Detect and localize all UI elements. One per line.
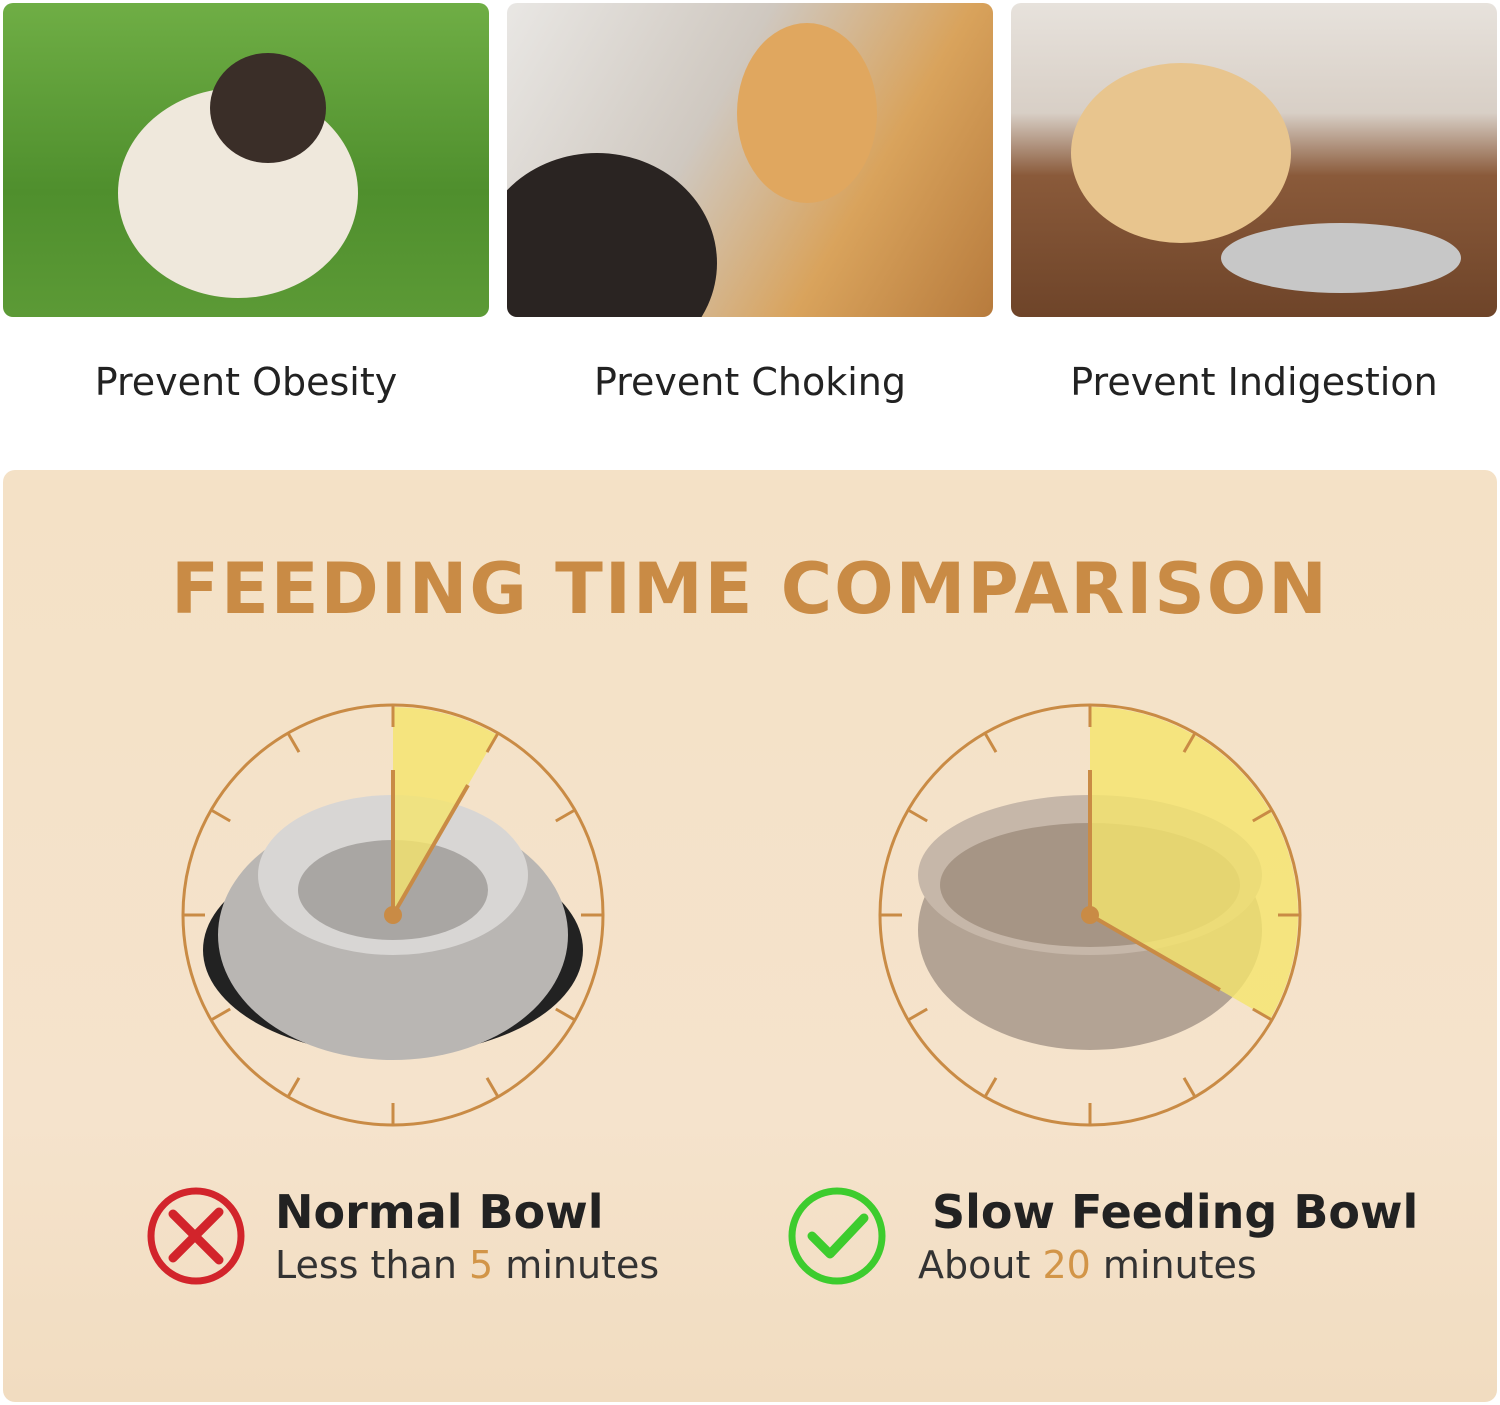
clock-tick <box>210 808 231 823</box>
slow-minutes: 20 <box>1042 1243 1091 1287</box>
clock-tick <box>286 1077 301 1098</box>
clock-tick <box>983 1077 998 1098</box>
clock-tick <box>1182 1077 1197 1098</box>
normal-prefix: Less than <box>275 1243 457 1287</box>
slow-bowl-name: Slow Feeding Bowl <box>932 1185 1419 1239</box>
dog-mouth-check-photo <box>507 3 993 317</box>
normal-minutes: 5 <box>469 1243 494 1287</box>
clock-pivot <box>384 906 402 924</box>
slow-bowl-clock <box>878 703 1302 1127</box>
clock-tick <box>907 1007 928 1022</box>
normal-bowl-name: Normal Bowl <box>275 1185 604 1239</box>
clock-hand-end <box>1088 913 1221 992</box>
clock-tick <box>983 732 998 753</box>
benefit-choking: Prevent Choking <box>594 360 906 404</box>
clock-tick <box>907 808 928 823</box>
benefit-obesity: Prevent Obesity <box>94 360 398 404</box>
obese-pug-photo <box>3 3 489 317</box>
elapsed-time-wedge <box>393 707 497 915</box>
elapsed-time-wedge <box>1090 707 1298 1019</box>
clock-tick <box>555 808 576 823</box>
clock-pivot <box>1081 906 1099 924</box>
clock-tick <box>286 732 301 753</box>
x-circle-icon <box>147 1187 245 1285</box>
clock-tick <box>210 1007 231 1022</box>
clock-tick <box>555 1007 576 1022</box>
clock-tick <box>1252 808 1273 823</box>
normal-bowl-label: Normal Bowl Less than 5 minutes <box>275 1185 659 1287</box>
clock-tick <box>1182 732 1197 753</box>
comparison-title: FEEDING TIME COMPARISON <box>171 548 1329 630</box>
check-circle-icon <box>788 1187 886 1285</box>
clock-tick <box>485 732 500 753</box>
normal-unit: minutes <box>505 1243 660 1287</box>
clock-hand-end <box>391 784 470 917</box>
clock-tick <box>485 1077 500 1098</box>
slow-prefix: About <box>918 1243 1031 1287</box>
benefit-indigestion: Prevent Indigestion <box>1070 360 1438 404</box>
clock-tick <box>1252 1007 1273 1022</box>
dog-lying-bowl-photo <box>1011 3 1497 317</box>
slow-bowl-label: Slow Feeding Bowl About 20 minutes <box>918 1185 1418 1287</box>
normal-bowl-clock <box>181 703 605 1127</box>
slow-unit: minutes <box>1102 1243 1257 1287</box>
